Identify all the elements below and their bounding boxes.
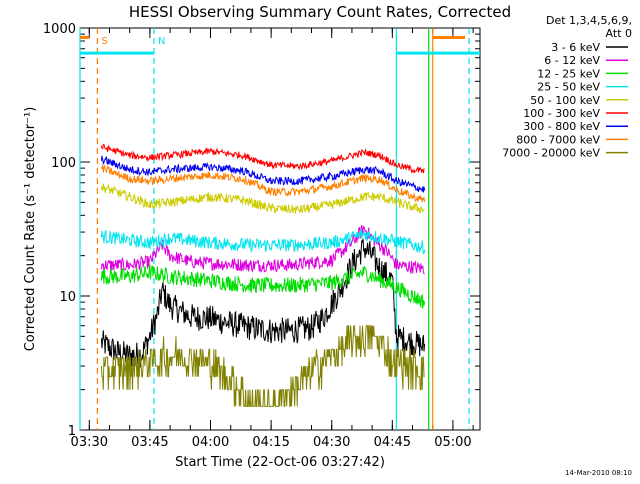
- x-tick-label: 04:00: [192, 435, 229, 450]
- x-axis-label: Start Time (22-Oct-06 03:27:42): [175, 455, 385, 470]
- series-line-7: [100, 163, 426, 203]
- y-tick-label: 10: [59, 290, 76, 305]
- plot-timestamp: 14-Mar-2010 08:10: [565, 469, 632, 477]
- series-line-5: [100, 143, 425, 174]
- y-tick-label: 1: [68, 424, 76, 439]
- series-line-6: [100, 155, 426, 193]
- x-tick-label: 04:30: [313, 435, 350, 450]
- series-line-3: [100, 228, 426, 255]
- y-tick-label: 1000: [43, 22, 76, 37]
- series-line-8: [100, 325, 425, 407]
- series-line-1: [100, 224, 425, 275]
- legend-header: Det 1,3,4,5,6,9,: [546, 14, 632, 27]
- legend-label: 12 - 25 keV: [537, 67, 600, 80]
- legend-label: 300 - 800 keV: [523, 120, 600, 133]
- marker-label-s: S: [101, 36, 107, 47]
- x-tick-label: 03:30: [71, 435, 108, 450]
- chart-title: HESSI Observing Summary Count Rates, Cor…: [129, 3, 511, 21]
- y-tick-label: 100: [51, 156, 76, 171]
- marker-label-n: N: [158, 36, 165, 47]
- legend-label: 100 - 300 keV: [523, 107, 600, 120]
- legend-label: 800 - 7000 keV: [516, 133, 600, 146]
- legend-label: 3 - 6 keV: [551, 41, 600, 54]
- x-tick-label: 04:15: [252, 435, 289, 450]
- y-axis-label: Corrected Count Rate (s⁻¹ detector⁻¹): [23, 107, 38, 352]
- legend-label: 7000 - 20000 keV: [502, 147, 600, 160]
- legend-header: Att 0: [606, 27, 632, 40]
- legend-label: 25 - 50 keV: [537, 81, 600, 94]
- legend-label: 50 - 100 keV: [530, 94, 600, 107]
- series-line-4: [100, 183, 425, 215]
- series-line-2: [100, 263, 426, 309]
- legend-label: 6 - 12 keV: [544, 54, 600, 67]
- series-line-0: [100, 238, 426, 368]
- x-tick-label: 05:00: [434, 435, 471, 450]
- x-tick-label: 04:45: [374, 435, 411, 450]
- x-tick-label: 03:45: [131, 435, 168, 450]
